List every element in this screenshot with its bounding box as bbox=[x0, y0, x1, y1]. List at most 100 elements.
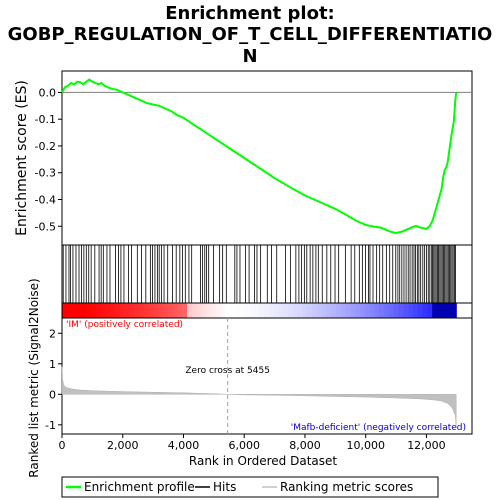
chart-title-line1: Enrichment plot: bbox=[165, 3, 335, 24]
metric-xlabel: Rank in Ordered Dataset bbox=[189, 454, 337, 468]
heatmap-cell bbox=[340, 303, 347, 318]
metric-xtick-label: 6,000 bbox=[228, 439, 260, 452]
heatmap-cell bbox=[114, 303, 121, 318]
heatmap-cell bbox=[369, 303, 376, 318]
heatmap-cell bbox=[321, 303, 328, 318]
legend-label: Hits bbox=[213, 480, 236, 494]
heatmap-cell bbox=[249, 303, 255, 318]
heatmap-cell bbox=[244, 303, 251, 318]
heatmap-cell bbox=[259, 303, 265, 318]
heatmap-cell bbox=[388, 303, 395, 318]
metric-xtick-label: 2,000 bbox=[107, 439, 139, 452]
ranking-metric-area bbox=[61, 366, 457, 428]
heatmap-cell bbox=[302, 303, 308, 318]
heatmap-cell bbox=[71, 303, 78, 318]
heatmap-cell bbox=[110, 303, 116, 318]
metric-ylabel: Ranked list metric (Signal2Noise) bbox=[27, 278, 41, 477]
heatmap-cell bbox=[66, 303, 73, 318]
heatmap-cell bbox=[129, 303, 135, 318]
heatmap-cell bbox=[384, 303, 390, 318]
heatmap-cell bbox=[254, 303, 260, 318]
heatmap-cell bbox=[119, 303, 126, 318]
metric-xtick-label: 10,000 bbox=[346, 439, 385, 452]
heatmap-cell bbox=[263, 303, 270, 318]
heatmap-cell bbox=[307, 303, 313, 318]
metric-y-axis: -1 0 1 2 bbox=[45, 327, 62, 432]
heatmap-cell bbox=[225, 303, 231, 318]
metric-xtick-label: 4,000 bbox=[168, 439, 200, 452]
heatmap-cell bbox=[422, 303, 428, 318]
legend: Enrichment profile Hits Ranking metric sco… bbox=[66, 480, 413, 494]
heatmap-cell bbox=[278, 303, 284, 318]
heatmap-cell bbox=[379, 303, 385, 318]
zero-cross-label: Zero cross at 5455 bbox=[185, 366, 270, 376]
heatmap-cell bbox=[350, 303, 356, 318]
heatmap-cell bbox=[124, 303, 130, 318]
heatmap-cell bbox=[316, 303, 323, 318]
heatmap-cell bbox=[446, 303, 452, 318]
heatmap-cell bbox=[398, 303, 404, 318]
enrichment-profile-line bbox=[61, 78, 458, 235]
heatmap-cell bbox=[100, 303, 106, 318]
heatmap-cell bbox=[427, 303, 433, 318]
heatmap-cell bbox=[283, 303, 289, 318]
heatmap-cell bbox=[90, 303, 97, 318]
heatmap-cell bbox=[177, 303, 183, 318]
heatmap-cell bbox=[162, 303, 169, 318]
heatmap-cell bbox=[297, 303, 303, 318]
heatmap-cell bbox=[268, 303, 275, 318]
heatmap-cell bbox=[158, 303, 164, 318]
es-y-axis: 0.0 -0.1 -0.2 -0.3 -0.4 -0.5 bbox=[35, 86, 62, 233]
heatmap-cell bbox=[76, 303, 82, 318]
heatmap-cell bbox=[417, 303, 424, 318]
metric-xtick-label: 0 bbox=[59, 439, 66, 452]
heatmap-cell bbox=[432, 303, 438, 318]
heatmap-cell bbox=[220, 303, 227, 318]
heatmap-cell bbox=[196, 303, 203, 318]
heatmap-cell bbox=[95, 303, 102, 318]
heatmap-cell bbox=[148, 303, 154, 318]
metric-xtick-label: 12,000 bbox=[407, 439, 446, 452]
es-ytick-label: 0.0 bbox=[39, 86, 57, 99]
legend-label: Enrichment profile bbox=[84, 480, 195, 494]
heatmap-cell bbox=[360, 303, 366, 318]
metric-x-axis: 0 2,000 4,000 6,000 8,000 10,000 12,000 bbox=[59, 434, 446, 452]
heatmap-cell bbox=[412, 303, 419, 318]
legend-label: Ranking metric scores bbox=[280, 480, 413, 494]
heatmap-cell bbox=[311, 303, 318, 318]
heatmap-cell bbox=[201, 303, 207, 318]
heatmap-cell bbox=[167, 303, 174, 318]
metric-ytick-label: -1 bbox=[45, 419, 56, 432]
heatmap-cell bbox=[235, 303, 241, 318]
heatmap-cell bbox=[436, 303, 443, 318]
es-ytick-label: -0.5 bbox=[35, 220, 56, 233]
heatmap-cell bbox=[336, 303, 342, 318]
negative-label: 'Mafb-deficient' (negatively correlated) bbox=[291, 423, 466, 433]
legend-box bbox=[61, 476, 439, 498]
es-ylabel: Enrichment score (ES) bbox=[14, 80, 30, 236]
heatmap-cell bbox=[211, 303, 217, 318]
heatmap-cell bbox=[182, 303, 188, 318]
heatmap-cell bbox=[191, 303, 198, 318]
es-ytick-label: -0.3 bbox=[35, 167, 56, 180]
heatmap-cell bbox=[143, 303, 150, 318]
es-ytick-label: -0.2 bbox=[35, 140, 56, 153]
es-ytick-label: -0.1 bbox=[35, 113, 56, 126]
heatmap-cell bbox=[153, 303, 159, 318]
heatmap-cell bbox=[403, 303, 409, 318]
heatmap-cell bbox=[206, 303, 212, 318]
heatmap-cell bbox=[355, 303, 361, 318]
heatmap-cell bbox=[408, 303, 414, 318]
heatmap-cell bbox=[81, 303, 87, 318]
heatmap-cell bbox=[273, 303, 279, 318]
metric-ytick-label: 1 bbox=[49, 358, 56, 371]
heatmap-cell bbox=[451, 303, 457, 318]
heatmap-cell bbox=[172, 303, 178, 318]
metric-xtick-label: 8,000 bbox=[289, 439, 321, 452]
es-panel-frame bbox=[61, 70, 473, 246]
heatmap-cell bbox=[230, 303, 236, 318]
heatmap-cell bbox=[345, 303, 352, 318]
heatmap-cell bbox=[326, 303, 332, 318]
heatmap-cell bbox=[134, 303, 140, 318]
